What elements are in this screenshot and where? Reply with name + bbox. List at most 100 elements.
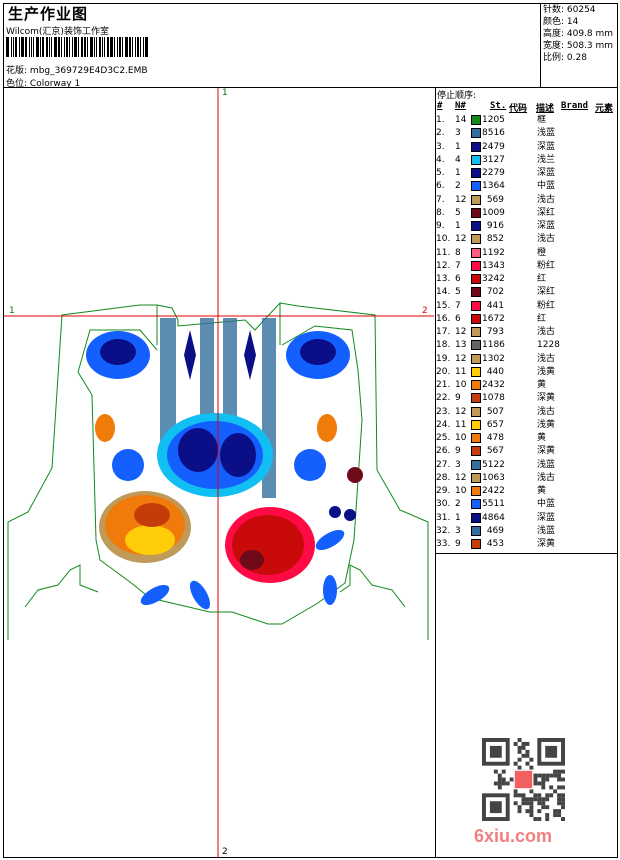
- barcode-bar: [72, 37, 73, 57]
- row-index: 25.: [436, 433, 451, 443]
- barcode-bar: [94, 37, 95, 57]
- barcode-bar: [107, 37, 109, 57]
- barcode-bar: [114, 37, 115, 57]
- color-swatch: [471, 141, 481, 152]
- row-description: 浅古: [537, 353, 556, 364]
- stop-row: 10. 12 852 浅古: [436, 233, 616, 246]
- color-swatch: [471, 168, 481, 178]
- marker-h-right: 2: [422, 306, 428, 316]
- stop-row: 30. 2 5511 中蓝: [436, 498, 616, 511]
- row-description: 浅古: [537, 327, 556, 337]
- barcode-bar: [90, 37, 93, 57]
- stop-row: 20. 11 440 浅黄: [436, 366, 616, 379]
- barcode-bar: [40, 37, 41, 57]
- stop-row: 18. 13 1186 1228: [436, 339, 616, 352]
- crosshair: [4, 88, 434, 858]
- barcode-bar: [104, 37, 105, 57]
- color-swatch: [471, 446, 481, 457]
- company-name: Wilcom(汇京)装饰工作室: [6, 27, 109, 37]
- barcode-bar: [74, 37, 77, 57]
- row-description: 深蓝: [537, 168, 556, 178]
- row-description: 浅黄: [537, 366, 556, 377]
- color-swatch: [471, 393, 481, 404]
- marker-v-top: 1: [222, 88, 228, 98]
- row-description: 深红: [537, 287, 556, 298]
- row-index: 3.: [436, 141, 445, 152]
- design-scale: 比例: 0.28: [543, 53, 587, 63]
- row-stitches: 441: [486, 300, 504, 311]
- barcode-bar: [69, 37, 70, 57]
- row-needle: 2: [455, 499, 461, 510]
- color-swatch: [471, 300, 481, 311]
- row-index: 2.: [436, 128, 445, 139]
- barcode-bar: [125, 37, 128, 57]
- row-index: 20.: [436, 366, 451, 377]
- row-needle: 11: [455, 366, 467, 377]
- row-needle: 1: [455, 168, 461, 178]
- color-swatch: [471, 234, 481, 245]
- row-description: 粉红: [537, 300, 556, 311]
- row-needle: 1: [455, 221, 461, 231]
- row-stitches: 453: [486, 539, 504, 549]
- stop-row: 16. 6 1672 红: [436, 313, 616, 326]
- color-swatch: [471, 459, 481, 470]
- barcode-bar: [11, 37, 12, 57]
- color-count: 颜色: 14: [543, 17, 579, 27]
- design-file-line: 花版: mbg_369729E4D3C2.EMB: [6, 63, 148, 76]
- color-swatch: [471, 525, 481, 536]
- barcode-bar: [33, 37, 34, 57]
- row-stitches: 569: [486, 194, 504, 205]
- stop-row: 9. 1 916 深蓝: [436, 220, 616, 233]
- row-description: 浅古: [537, 406, 556, 417]
- barcode-bar: [143, 37, 144, 57]
- row-description: 浅蓝: [537, 525, 556, 536]
- row-needle: 1: [455, 141, 461, 152]
- flower-blue: [294, 449, 326, 481]
- row-needle: 2: [455, 181, 461, 192]
- stop-row: 15. 7 441 粉红: [436, 300, 616, 313]
- row-index: 5.: [436, 168, 445, 178]
- color-swatch: [471, 128, 481, 139]
- barcode-bar: [84, 37, 86, 57]
- row-needle: 5: [455, 207, 461, 218]
- row-index: 17.: [436, 327, 451, 337]
- color-swatch: [471, 247, 481, 258]
- row-needle: 1: [455, 512, 461, 523]
- color-swatch: [471, 260, 481, 271]
- row-description: 中蓝: [537, 181, 556, 192]
- barcode-bar: [132, 37, 133, 57]
- color-swatch: [471, 433, 481, 443]
- flower-blue: [112, 449, 144, 481]
- row-stitches: 4864: [482, 512, 505, 523]
- barcode-bar: [29, 37, 30, 57]
- row-needle: 12: [455, 194, 467, 205]
- barcode-bar: [31, 37, 32, 57]
- stop-row: 5. 1 2279 深蓝: [436, 167, 616, 180]
- berry: [344, 509, 356, 521]
- row-needle: 11: [455, 419, 467, 430]
- color-swatch: [471, 313, 481, 324]
- row-stitches: 567: [486, 446, 504, 457]
- row-index: 12.: [436, 260, 451, 271]
- row-needle: 6: [455, 274, 461, 284]
- row-needle: 12: [455, 406, 467, 417]
- color-swatch: [471, 207, 481, 218]
- row-description: 框: [537, 115, 547, 125]
- color-swatch: [471, 181, 481, 192]
- barcode-bar: [58, 37, 60, 57]
- barcode-bar: [46, 37, 48, 57]
- barcode-bar: [110, 37, 113, 57]
- stop-row: 26. 9 567 深黄: [436, 445, 616, 458]
- barcode-bar: [78, 37, 79, 57]
- row-stitches: 1205: [482, 115, 505, 125]
- row-needle: 13: [455, 340, 467, 351]
- barcode-bar: [135, 37, 136, 57]
- stop-row: 32. 3 469 浅蓝: [436, 525, 616, 538]
- row-stitches: 3127: [482, 154, 505, 165]
- row-description: 浅蓝: [537, 459, 556, 470]
- col-stitches: St.: [490, 101, 507, 111]
- row-index: 4.: [436, 154, 445, 165]
- stop-row: 33. 9 453 深黄: [436, 538, 616, 551]
- row-needle: 9: [455, 393, 461, 404]
- row-index: 23.: [436, 406, 451, 417]
